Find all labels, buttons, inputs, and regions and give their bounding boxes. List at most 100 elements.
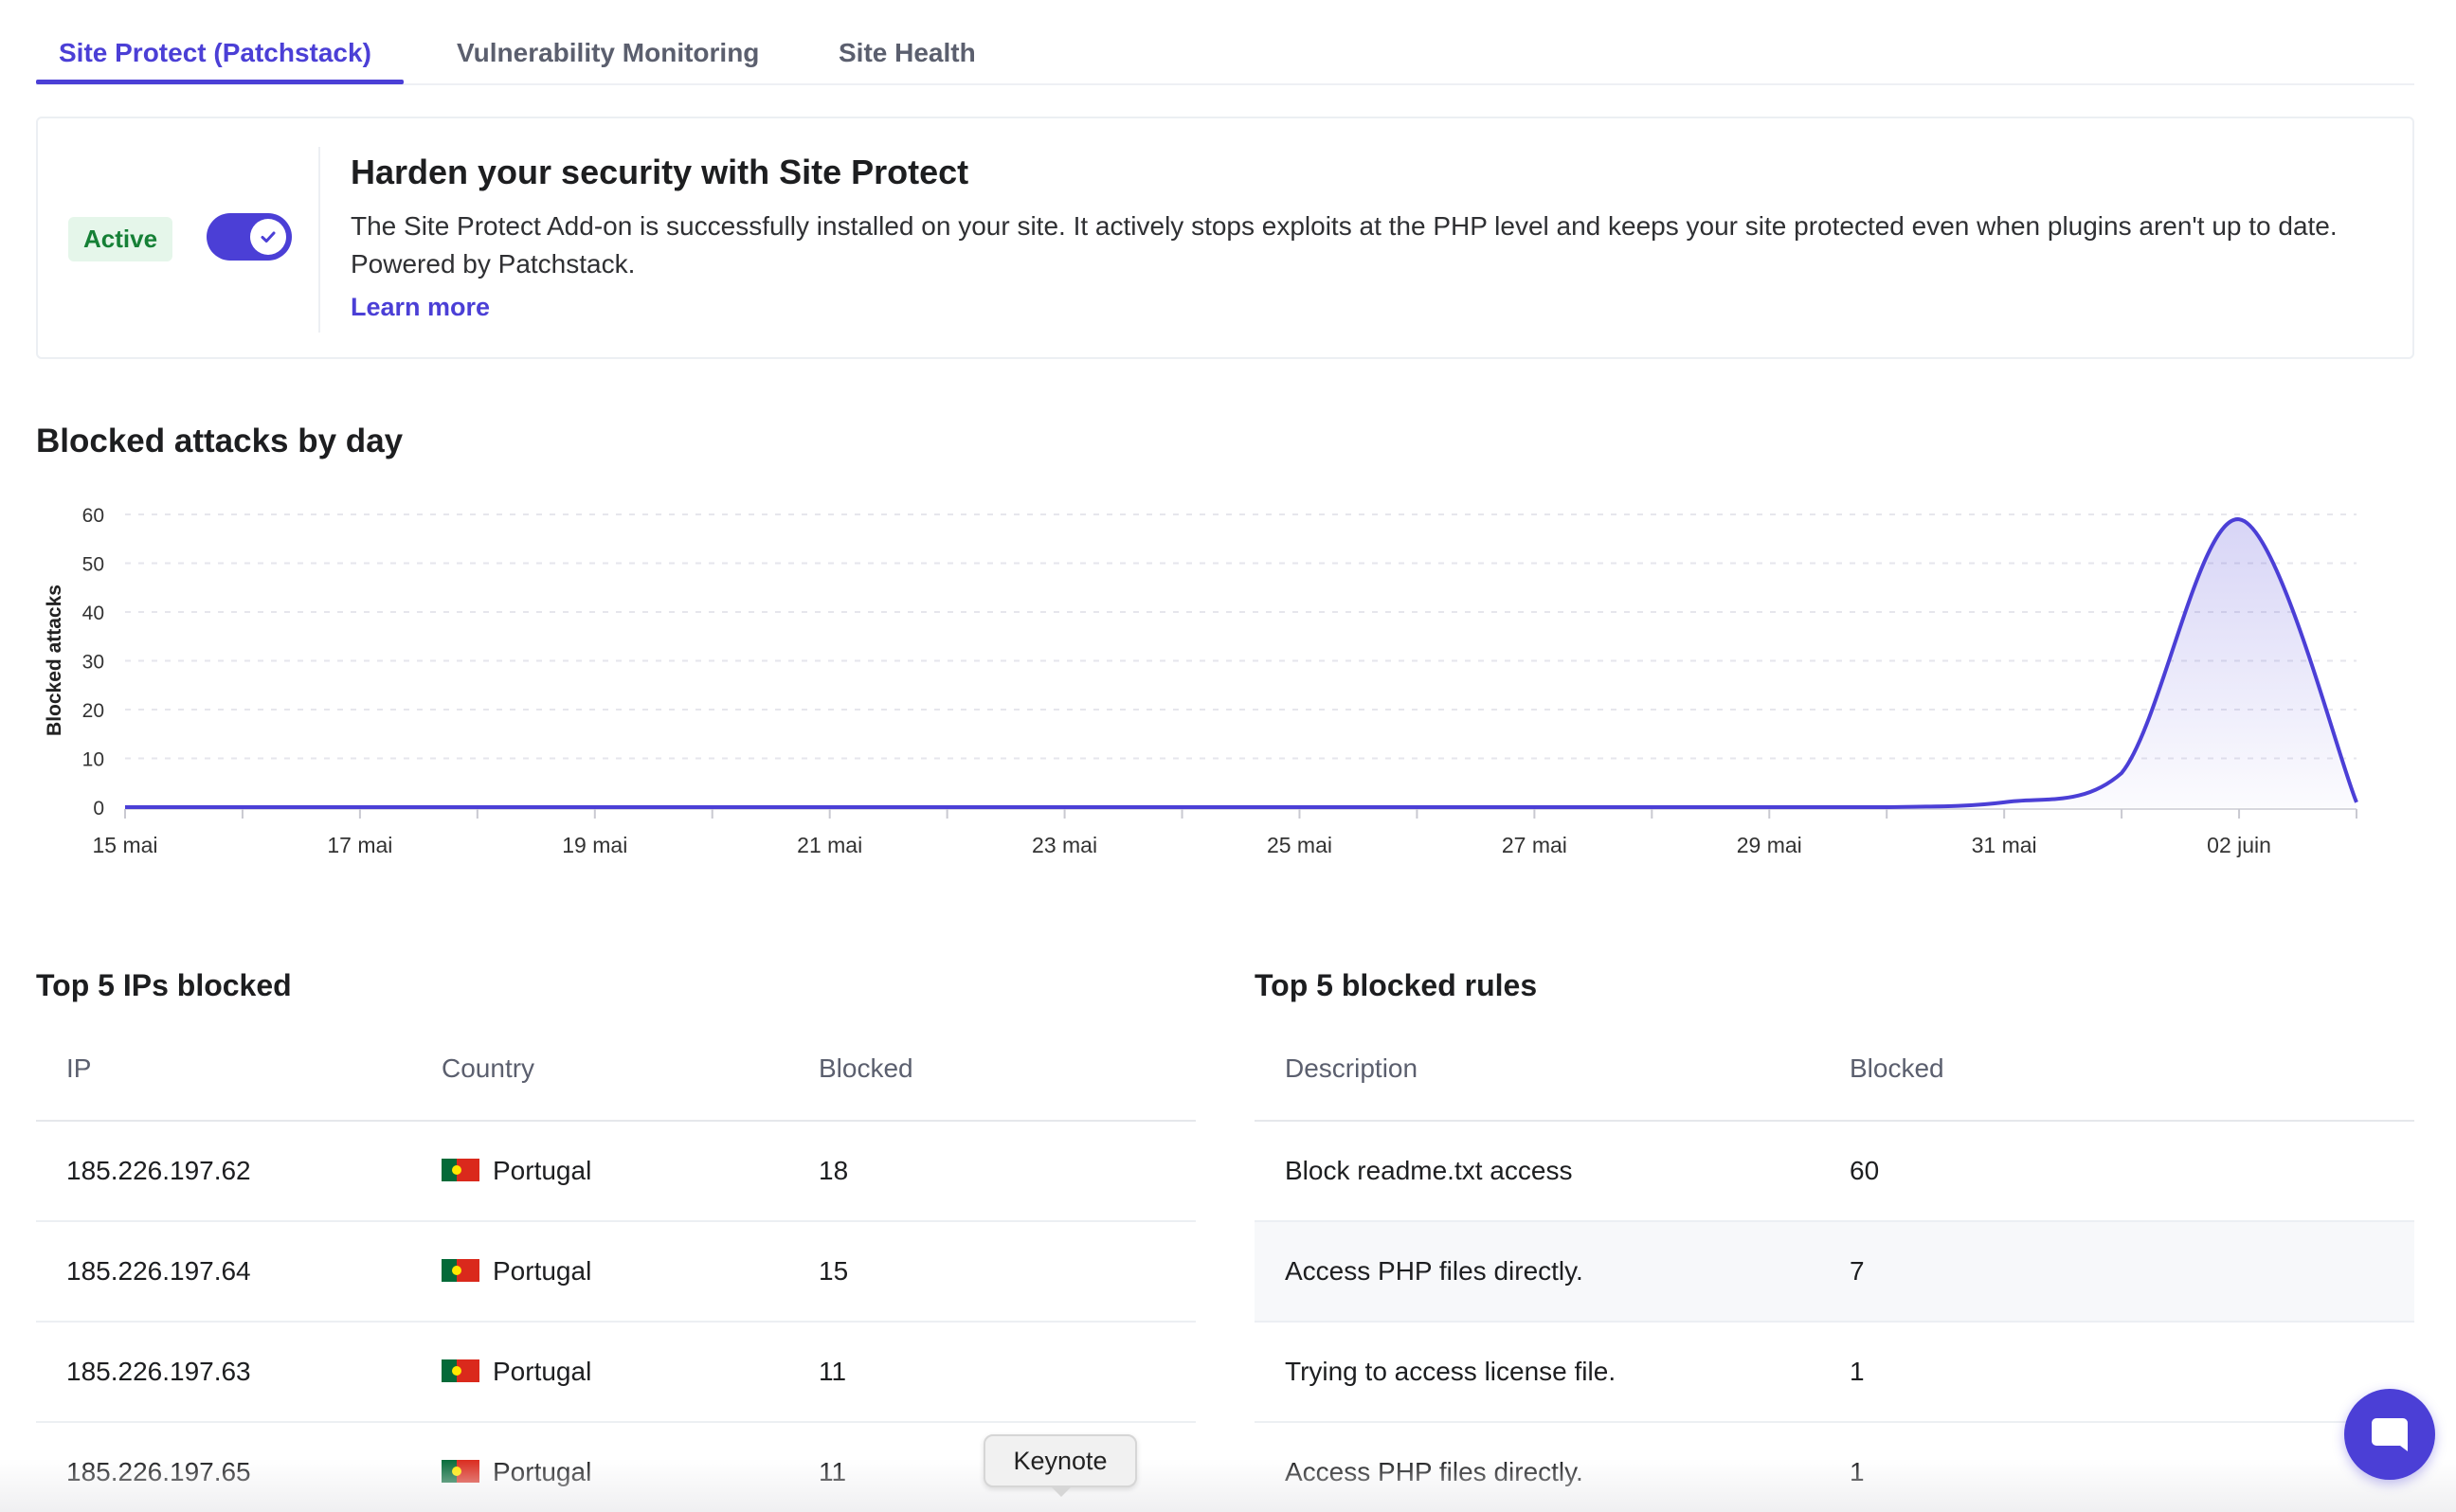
card-title: Harden your security with Site Protect bbox=[351, 153, 969, 191]
country-cell: Portugal bbox=[442, 1156, 591, 1186]
data-point bbox=[1062, 804, 1068, 810]
rule-description: Trying to access license file. bbox=[1285, 1357, 1616, 1386]
learn-more-link[interactable]: Learn more bbox=[351, 293, 491, 321]
y-axis-label: Blocked attacks bbox=[44, 585, 65, 736]
tab-bar: Site Protect (Patchstack) Vulnerability … bbox=[36, 0, 2414, 85]
y-tick-label: 50 bbox=[82, 554, 104, 576]
rule-description: Block readme.txt access bbox=[1285, 1156, 1573, 1185]
data-point bbox=[945, 804, 950, 810]
y-tick-label: 40 bbox=[82, 603, 104, 624]
card-divider bbox=[318, 147, 320, 333]
column-header-description[interactable]: Description bbox=[1285, 1053, 1418, 1083]
column-header-blocked[interactable]: Blocked bbox=[819, 1053, 913, 1083]
country-cell: Portugal bbox=[442, 1357, 591, 1387]
blocked-count: 1 bbox=[1850, 1357, 1865, 1386]
check-icon bbox=[250, 219, 286, 255]
tab-vulnerability-monitoring[interactable]: Vulnerability Monitoring bbox=[457, 38, 760, 67]
table-header: Description Blocked bbox=[1255, 1023, 2414, 1122]
data-point bbox=[2354, 800, 2359, 805]
rule-description: Access PHP files directly. bbox=[1285, 1256, 1583, 1286]
chat-bubble-icon bbox=[2372, 1418, 2408, 1451]
data-point bbox=[2119, 770, 2124, 776]
table-row: 185.226.197.64 Portugal 15 bbox=[36, 1222, 1196, 1323]
series-area bbox=[125, 519, 2357, 807]
ip-cell: 185.226.197.64 bbox=[66, 1256, 251, 1286]
x-tick-label: 19 mai bbox=[562, 833, 627, 857]
country-cell: Portugal bbox=[442, 1256, 591, 1287]
blocked-count: 7 bbox=[1850, 1256, 1865, 1286]
blocked-count: 60 bbox=[1850, 1156, 1880, 1185]
blocked-count: 1 bbox=[1850, 1457, 1865, 1486]
data-point bbox=[1414, 804, 1419, 810]
data-point bbox=[1296, 804, 1302, 810]
country-name: Portugal bbox=[493, 1357, 592, 1386]
blocked-count: 11 bbox=[819, 1457, 847, 1486]
portugal-flag-icon bbox=[442, 1459, 479, 1483]
data-point bbox=[592, 804, 598, 810]
x-tick-label: 29 mai bbox=[1737, 833, 1802, 857]
x-tick-label: 27 mai bbox=[1502, 833, 1567, 857]
tooltip-arrow bbox=[1050, 1485, 1073, 1497]
portugal-flag-icon bbox=[442, 1359, 479, 1382]
x-tick-label: 23 mai bbox=[1032, 833, 1097, 857]
card-description: The Site Protect Add-on is successfully … bbox=[351, 211, 2338, 279]
data-point bbox=[710, 804, 715, 810]
x-tick-label: 17 mai bbox=[327, 833, 392, 857]
y-tick-label: 30 bbox=[82, 652, 104, 674]
country-name: Portugal bbox=[493, 1156, 592, 1185]
chart-title: Blocked attacks by day bbox=[36, 423, 404, 459]
rules-table-title: Top 5 blocked rules bbox=[1255, 968, 1538, 1002]
y-tick-label: 60 bbox=[82, 505, 104, 527]
status-area: Active bbox=[68, 217, 173, 261]
tab-site-protect[interactable]: Site Protect (Patchstack) bbox=[59, 38, 371, 67]
chat-button[interactable] bbox=[2344, 1389, 2435, 1480]
data-point bbox=[827, 804, 833, 810]
data-point bbox=[1649, 804, 1654, 810]
data-point bbox=[122, 804, 128, 810]
site-protect-toggle[interactable] bbox=[207, 213, 292, 261]
table-row: Trying to access license file. 1 bbox=[1255, 1323, 2414, 1423]
table-row: 185.226.197.62 Portugal 18 bbox=[36, 1122, 1196, 1222]
data-point bbox=[1884, 804, 1889, 810]
y-tick-label: 0 bbox=[93, 798, 104, 819]
x-tick-label: 31 mai bbox=[1972, 833, 2037, 857]
table-row: 185.226.197.63 Portugal 11 bbox=[36, 1323, 1196, 1423]
x-tick-label: 25 mai bbox=[1267, 833, 1332, 857]
data-point bbox=[1766, 804, 1772, 810]
country-cell: Portugal bbox=[442, 1457, 591, 1487]
country-name: Portugal bbox=[493, 1256, 592, 1286]
data-point bbox=[357, 804, 363, 810]
blocked-attacks-chart: 0 10 20 30 40 50 60 Blocked attacks 15 mai 17 mai… bbox=[44, 505, 2359, 857]
status-badge: Active bbox=[68, 217, 173, 261]
portugal-flag-icon bbox=[442, 1158, 479, 1181]
portugal-flag-icon bbox=[442, 1258, 479, 1282]
data-point bbox=[475, 804, 480, 810]
y-tick-label: 10 bbox=[82, 749, 104, 771]
tab-site-health[interactable]: Site Health bbox=[839, 38, 976, 67]
blocked-count: 18 bbox=[819, 1156, 849, 1185]
ip-cell: 185.226.197.62 bbox=[66, 1156, 251, 1185]
site-protect-card: Active Harden your security with Site Pr… bbox=[36, 117, 2414, 359]
x-tick-label: 15 mai bbox=[92, 833, 157, 857]
ip-cell: 185.226.197.63 bbox=[66, 1357, 251, 1386]
table-header: IP Country Blocked bbox=[36, 1023, 1196, 1122]
table-row: Block readme.txt access 60 bbox=[1255, 1122, 2414, 1222]
x-tick-label: 21 mai bbox=[797, 833, 862, 857]
data-point bbox=[2001, 800, 2007, 805]
rules-table: Description Blocked Block readme.txt acc… bbox=[1255, 1023, 2414, 1512]
rule-description: Access PHP files directly. bbox=[1285, 1457, 1583, 1486]
blocked-count: 11 bbox=[819, 1357, 847, 1386]
data-point bbox=[1180, 804, 1185, 810]
table-row: Access PHP files directly. 7 bbox=[1255, 1222, 2414, 1323]
blocked-count: 15 bbox=[819, 1256, 849, 1286]
series-line bbox=[124, 517, 2358, 809]
data-point bbox=[2236, 516, 2242, 522]
x-tick-label: 02 juin bbox=[2207, 833, 2271, 857]
y-tick-label: 20 bbox=[82, 700, 104, 722]
keynote-tooltip: Keynote bbox=[984, 1434, 1137, 1487]
ips-table-title: Top 5 IPs blocked bbox=[36, 968, 292, 1002]
column-header-blocked[interactable]: Blocked bbox=[1850, 1053, 1944, 1083]
column-header-country[interactable]: Country bbox=[442, 1053, 535, 1083]
country-name: Portugal bbox=[493, 1457, 592, 1486]
column-header-ip[interactable]: IP bbox=[66, 1053, 92, 1083]
